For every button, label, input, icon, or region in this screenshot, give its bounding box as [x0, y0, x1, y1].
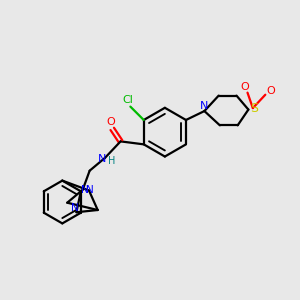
Text: N: N [200, 101, 208, 111]
Text: N: N [71, 203, 79, 213]
Text: O: O [241, 82, 250, 92]
Text: N: N [81, 185, 88, 195]
Text: N: N [98, 154, 106, 164]
Text: H: H [108, 156, 115, 166]
Text: O: O [106, 117, 115, 128]
Text: O: O [266, 86, 275, 96]
Text: Cl: Cl [123, 95, 134, 105]
Text: N: N [86, 185, 94, 196]
Text: S: S [250, 103, 258, 116]
